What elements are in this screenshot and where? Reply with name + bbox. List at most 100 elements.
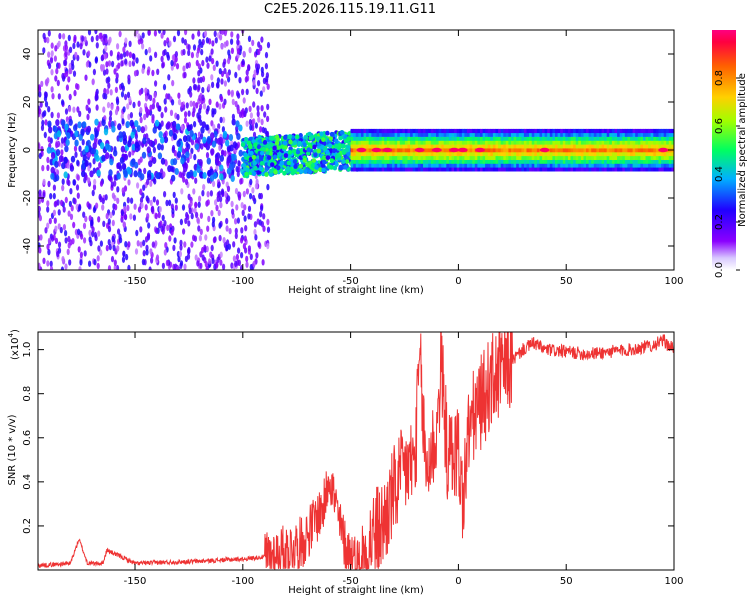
spectrogram-cell (325, 149, 330, 155)
spectrogram-cell (363, 132, 367, 137)
spectrogram-cell (253, 221, 257, 228)
spectrogram-cell (226, 156, 231, 164)
spectrogram-cell (66, 162, 70, 169)
spectrogram-cell (147, 30, 151, 36)
spectrogram-cell (472, 132, 476, 137)
spectrogram-cell (663, 159, 667, 164)
spectrogram-cell (469, 155, 473, 160)
spectrogram-cell (322, 159, 327, 165)
spectrogram-cell (199, 212, 203, 219)
spectrogram-cell (655, 155, 659, 160)
spectrogram-cell (371, 132, 375, 137)
spectrogram-cell (121, 163, 127, 170)
spectrogram-cell (200, 133, 204, 140)
spectrogram-cell (490, 128, 494, 134)
spectrogram-cell (384, 163, 388, 168)
spectrogram-cell (220, 95, 224, 103)
spectrogram-cell (47, 106, 51, 113)
spectrogram-cell (653, 155, 657, 160)
spectrogram-cell (487, 132, 491, 137)
spectrogram-cell (169, 109, 174, 117)
spectrogram-cell (655, 128, 659, 134)
spectrogram-cell (428, 163, 432, 168)
spectrogram-cell (606, 132, 610, 137)
spectrogram-cell (114, 108, 119, 116)
spectrogram-cell (627, 159, 631, 164)
spectrogram-cell (611, 163, 615, 168)
spectrogram-cell (643, 140, 646, 145)
spectrogram-cell (171, 146, 175, 154)
spectrogram-cell (630, 144, 633, 149)
spectrogram-cell (492, 128, 496, 134)
spectrogram-cell (91, 78, 95, 85)
spectrogram-cell (599, 148, 602, 153)
snr-y-tick-label: 0.4 (22, 474, 33, 490)
spectrogram-cell (54, 45, 58, 52)
spectrogram-cell (394, 155, 398, 160)
spectrogram-cell (534, 128, 538, 134)
spectrogram-cell (624, 128, 628, 134)
spectrogram-cell (428, 148, 432, 153)
spectrogram-cell (368, 167, 372, 172)
spectrogram-cell (397, 144, 401, 149)
spectrogram-cell (217, 181, 221, 188)
spectrogram-cell (606, 128, 610, 134)
spectrogram-cell (56, 79, 60, 87)
spectrogram-cell (133, 203, 137, 210)
spectrogram-cell (105, 68, 109, 75)
spectrogram-cell (61, 162, 66, 170)
spectrogram-cell (384, 136, 388, 141)
spectrogram-cell (562, 136, 566, 141)
spectrogram-cell (187, 44, 191, 51)
spectrogram-cell (635, 136, 639, 141)
spectrogram-cell (480, 163, 483, 168)
spectrogram-cell (69, 213, 74, 220)
spectrogram-cell (467, 144, 470, 149)
spectrogram-cell (456, 132, 460, 137)
spectrogram-cell (176, 30, 181, 37)
spectrogram-cell (531, 167, 535, 172)
spectrogram-cell (583, 151, 587, 157)
spectrogram-cell (102, 33, 106, 41)
spectrogram-cell (211, 140, 217, 148)
spectrogram-cell (451, 151, 455, 157)
spectrogram-cell (604, 136, 608, 141)
spectrogram-cell (456, 151, 460, 157)
spectrogram-cell (562, 151, 566, 157)
spectrogram-cell (505, 167, 509, 172)
spectrogram-cell (547, 144, 551, 149)
spectrogram-cell (216, 256, 220, 263)
spectrogram-cell (358, 167, 362, 172)
spectrogram-cell (609, 148, 613, 153)
spectrogram-cell (381, 136, 385, 141)
spectrogram-cell (195, 211, 199, 219)
spectrogram-cell (586, 159, 589, 164)
spectrogram-cell (260, 105, 264, 112)
spectrogram-cell (404, 136, 408, 141)
spectrogram-cell (141, 192, 145, 199)
spectrogram-cell (410, 148, 414, 153)
spectrogram-cell (144, 204, 148, 211)
spectrogram-cell (580, 155, 584, 160)
spectrogram-cell (366, 136, 370, 141)
spectrogram-cell (464, 151, 468, 157)
spectrogram-cell (158, 131, 163, 139)
spectrogram-cell (614, 148, 618, 153)
spectrogram-cell (361, 128, 364, 134)
spectrogram-cell (355, 159, 359, 164)
spectrogram-cell (186, 134, 191, 142)
spectrogram-cell (122, 138, 128, 146)
spectrogram-cell (270, 162, 275, 168)
spectrogram-cell (536, 136, 540, 141)
spectrogram-cell (526, 128, 530, 134)
spectrogram-cell (441, 132, 445, 137)
spectrogram-cell (199, 228, 203, 236)
spectrogram-cell (168, 129, 174, 137)
spectrogram-cell (459, 151, 463, 157)
spectrogram-cell (346, 151, 351, 157)
spectrogram-cell (95, 202, 99, 209)
spectrogram-cell (283, 144, 288, 150)
spectrogram-cell (185, 141, 189, 148)
spectrogram-cell (80, 128, 85, 136)
spectrogram-cell (446, 155, 450, 160)
